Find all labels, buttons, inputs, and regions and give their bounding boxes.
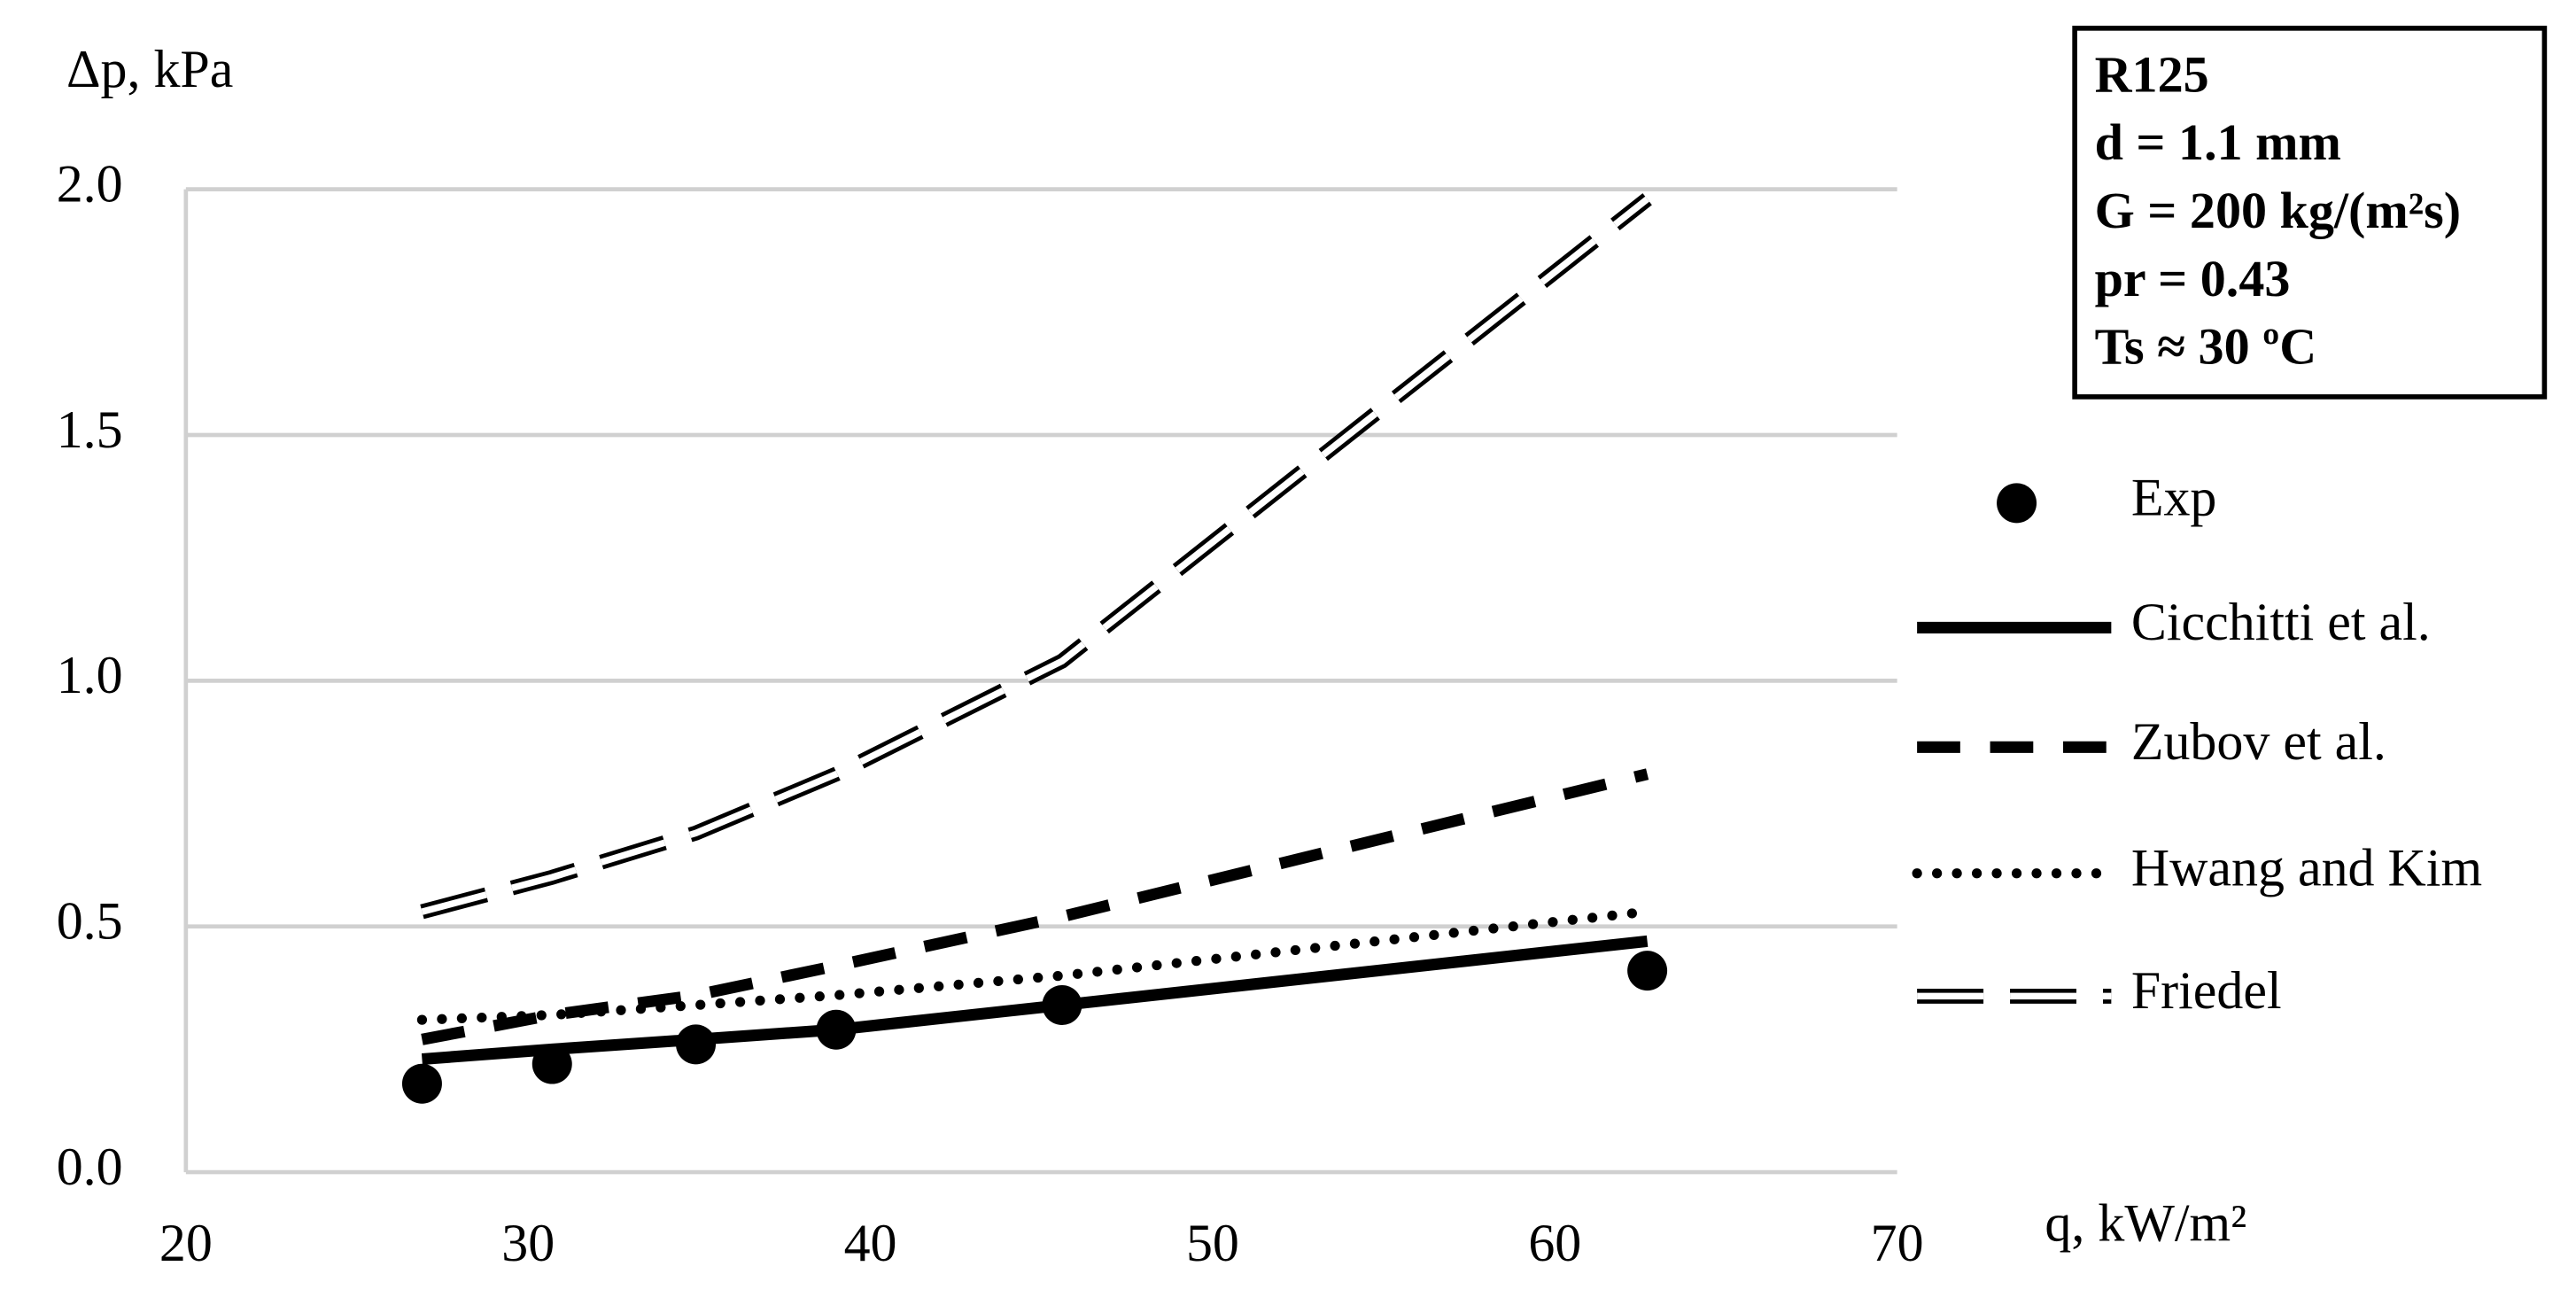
series-line — [420, 193, 1652, 920]
exp-point — [401, 1063, 442, 1104]
legend-label: Cicchitti et al. — [2131, 593, 2431, 651]
info-line: G = 200 kg/(m²s) — [2095, 182, 2461, 239]
x-tick-label: 60 — [1528, 1214, 1581, 1272]
y-tick-label: 1.0 — [57, 646, 123, 704]
info-line: d = 1.1 mm — [2095, 113, 2341, 171]
y-tick-label: 2.0 — [57, 154, 123, 213]
info-line: pr = 0.43 — [2095, 250, 2291, 307]
y-tick-label: 1.5 — [57, 400, 123, 459]
x-tick-label: 40 — [844, 1214, 897, 1272]
exp-point — [1627, 951, 1668, 991]
x-tick-label: 30 — [501, 1214, 555, 1272]
x-tick-label: 20 — [159, 1214, 213, 1272]
legend-label: Zubov et al. — [2131, 712, 2386, 771]
legend-label: Hwang and Kim — [2131, 839, 2482, 897]
x-tick-label: 50 — [1186, 1214, 1239, 1272]
y-tick-label: 0.5 — [57, 891, 123, 950]
info-line: R125 — [2095, 45, 2209, 103]
legend-label: Exp — [2131, 469, 2217, 527]
y-axis-label: Δp, kPa — [66, 40, 233, 98]
legend-marker — [1997, 483, 2037, 524]
x-axis-label: q, kW/m² — [2045, 1194, 2246, 1253]
series-line — [421, 935, 1649, 1066]
series-line-inner — [421, 196, 1649, 915]
series-line — [421, 768, 1649, 1045]
info-line: Ts ≈ 30 ºC — [2095, 318, 2317, 376]
legend-label: Friedel — [2131, 961, 2282, 1020]
y-tick-label: 0.0 — [57, 1138, 123, 1196]
x-tick-label: 70 — [1871, 1214, 1924, 1272]
info-box — [2072, 26, 2548, 400]
series-line — [416, 906, 1653, 1025]
